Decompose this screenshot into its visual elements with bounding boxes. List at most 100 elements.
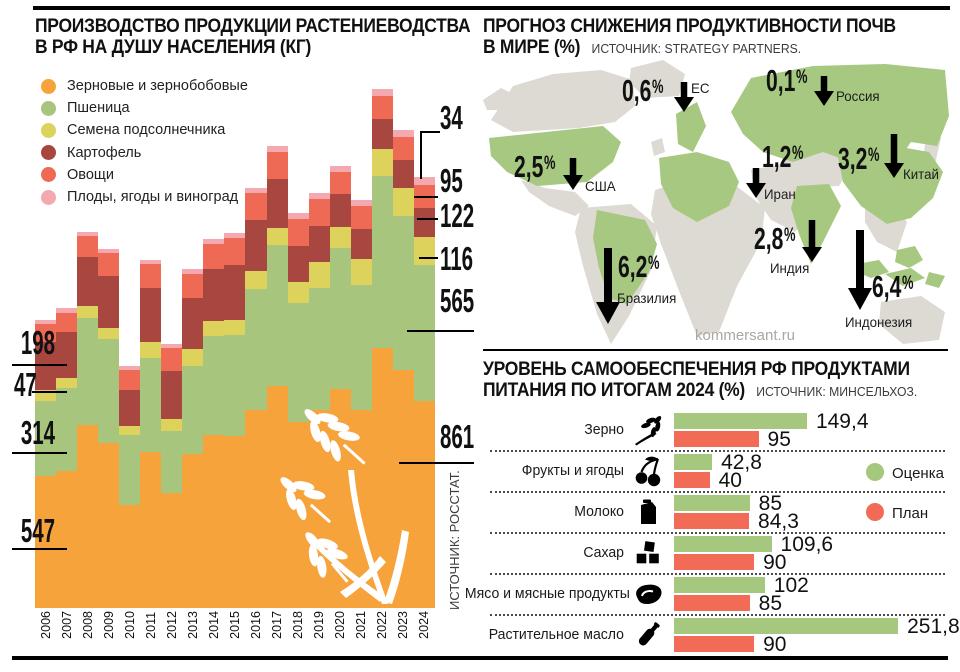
year-label: 2024 [417, 611, 432, 639]
map-china [837, 144, 943, 224]
down-arrow-icon [848, 230, 872, 315]
segment-Овощи [119, 370, 141, 391]
bar-column-2023 [392, 129, 414, 608]
map-value-number: 0,1 [766, 63, 796, 98]
map-value-number: 6,2 [618, 249, 648, 284]
segment-Семена подсолнечника [350, 258, 372, 285]
map-country-label: Бразилия [617, 290, 677, 306]
segment-Плоды, ягоды и виноград [98, 248, 120, 253]
map-title: ПРОГНОЗ СНИЖЕНИЯ ПРОДУКТИВНОСТИ ПОЧВ В М… [483, 16, 896, 59]
bar-column-2012 [161, 343, 183, 608]
segment-Зерновые и зернобобовые [371, 348, 393, 608]
down-arrow-icon [802, 220, 822, 267]
kommersant-watermark[interactable]: kommersant.ru [695, 327, 796, 344]
segment-Зерновые и зернобобовые [35, 476, 57, 608]
estimate-bar [674, 413, 807, 429]
segment-Овощи [308, 199, 330, 227]
segment-Пшеница [329, 248, 351, 390]
map-indonesia [925, 272, 945, 288]
segment-Овощи [98, 252, 120, 276]
plan-value: 85 [758, 592, 782, 615]
segment-Пшеница [224, 335, 246, 436]
segment-Семена подсолнечника [77, 305, 99, 319]
callout-leader-line [12, 548, 67, 550]
segment-Плоды, ягоды и виноград [266, 146, 288, 153]
selfsuff-category-label: Мясо и мясные продукты [464, 586, 630, 602]
callout-value: 122 [440, 197, 475, 234]
map-value-number: 6,4 [872, 269, 902, 304]
segment-Пшеница [245, 289, 267, 410]
map-indonesia [885, 268, 925, 286]
year-tick-2019: 2019 [309, 611, 330, 639]
right-callout-116: 116 [440, 242, 486, 275]
segment-Семена подсолнечника [35, 389, 57, 401]
year-tick-2009: 2009 [98, 611, 119, 639]
plan-bar [674, 513, 749, 529]
mid-rule [483, 349, 948, 351]
down-arrow-icon [884, 134, 904, 183]
row-separator [490, 573, 945, 575]
percent-sign: % [651, 77, 664, 98]
legend-item-label: Пшеница [67, 100, 130, 117]
legend-item: Пшеница [41, 98, 130, 118]
left-callout-547: 547 [0, 514, 55, 547]
year-tick-2013: 2013 [182, 611, 203, 639]
segment-Плоды, ягоды и виноград [56, 308, 78, 313]
map-europe [659, 152, 739, 222]
legend-item-label: Зерновые и зернобобовые [67, 78, 248, 94]
bar-column-2016 [245, 187, 267, 608]
segment-Картофель [371, 118, 393, 150]
year-label: 2009 [101, 611, 116, 639]
segment-Семена подсолнечника [98, 327, 120, 339]
segment-Плоды, ягоды и виноград [287, 212, 309, 219]
year-tick-2014: 2014 [203, 611, 224, 639]
segment-Плоды, ягоды и виноград [224, 233, 246, 239]
left-chart-title-line1: ПРОИЗВОДСТВО ПРОДУКЦИИ РАСТЕНИЕВОДСТВА [35, 16, 471, 37]
map-country-label: Китай [903, 166, 939, 182]
year-label: 2021 [354, 611, 369, 639]
estimate-value: 42,8 [721, 451, 762, 474]
year-tick-2021: 2021 [351, 611, 372, 639]
percent-sign: % [867, 145, 880, 166]
legend-item-label: Семена подсолнечника [67, 122, 226, 139]
top-rule [33, 6, 950, 10]
segment-Овощи [35, 323, 57, 343]
segment-Плоды, ягоды и виноград [203, 239, 225, 244]
map-title-line1: ПРОГНОЗ СНИЖЕНИЯ ПРОДУКТИВНОСТИ ПОЧВ [483, 16, 896, 37]
down-arrow-icon [814, 76, 834, 111]
meat-icon [631, 577, 665, 611]
map-value-number: 2,5 [514, 149, 544, 184]
year-tick-2011: 2011 [140, 611, 161, 639]
map-value-number: 1,2 [762, 139, 792, 174]
segment-Картофель [77, 257, 99, 306]
year-label: 2011 [143, 611, 158, 639]
year-label: 2014 [206, 611, 221, 639]
segment-Овощи [224, 238, 246, 265]
estimate-bar [674, 495, 750, 511]
segment-Зерновые и зернобобовые [224, 436, 246, 608]
segment-Картофель [224, 264, 246, 320]
map-value-Индия: 2,8% [754, 223, 795, 259]
segment-Плоды, ягоды и виноград [77, 231, 99, 236]
estimate-value: 85 [758, 492, 782, 515]
callout-leader-line [407, 330, 474, 332]
year-label: 2008 [80, 611, 95, 639]
map-title-line2-text: В МИРЕ (%) [483, 37, 581, 58]
legend-item: Плоды, ягоды и виноград [41, 187, 238, 207]
year-label: 2016 [248, 611, 263, 639]
selfsuff-category-label: Молоко [574, 504, 624, 520]
segment-Овощи [203, 243, 225, 270]
segment-Пшеница [308, 287, 330, 410]
bar-column-2015 [224, 233, 246, 608]
plan-value: 90 [763, 551, 787, 574]
segment-Зерновые и зернобобовые [140, 451, 162, 608]
year-tick-2022: 2022 [372, 611, 393, 639]
year-tick-2008: 2008 [77, 611, 98, 639]
segment-Картофель [287, 245, 309, 283]
segment-Овощи [77, 235, 99, 258]
bar-column-2020 [329, 165, 351, 608]
map-country-label: Россия [836, 88, 880, 104]
segment-Овощи [182, 273, 204, 299]
segment-Зерновые и зернобобовые [392, 369, 414, 608]
segment-Пшеница [140, 357, 162, 452]
